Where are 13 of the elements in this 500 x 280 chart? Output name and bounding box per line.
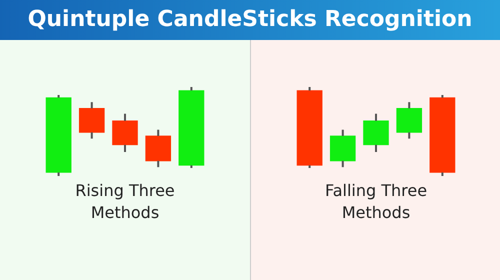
candlestick [112,112,138,153]
candlestick [178,86,204,169]
candlestick [78,101,105,140]
candlestick [145,128,172,168]
candlestick [363,112,389,153]
x-axis-title: Falling Three Methods [324,180,428,224]
candlestick [296,86,322,169]
chart-title: Quintuple CandleSticks Recognition [0,0,500,40]
candlestick [396,101,422,140]
candlestick [46,94,72,177]
candlestick [330,128,356,168]
candlestick [430,94,456,177]
x-axis-title: Rising Three Methods [74,180,176,224]
